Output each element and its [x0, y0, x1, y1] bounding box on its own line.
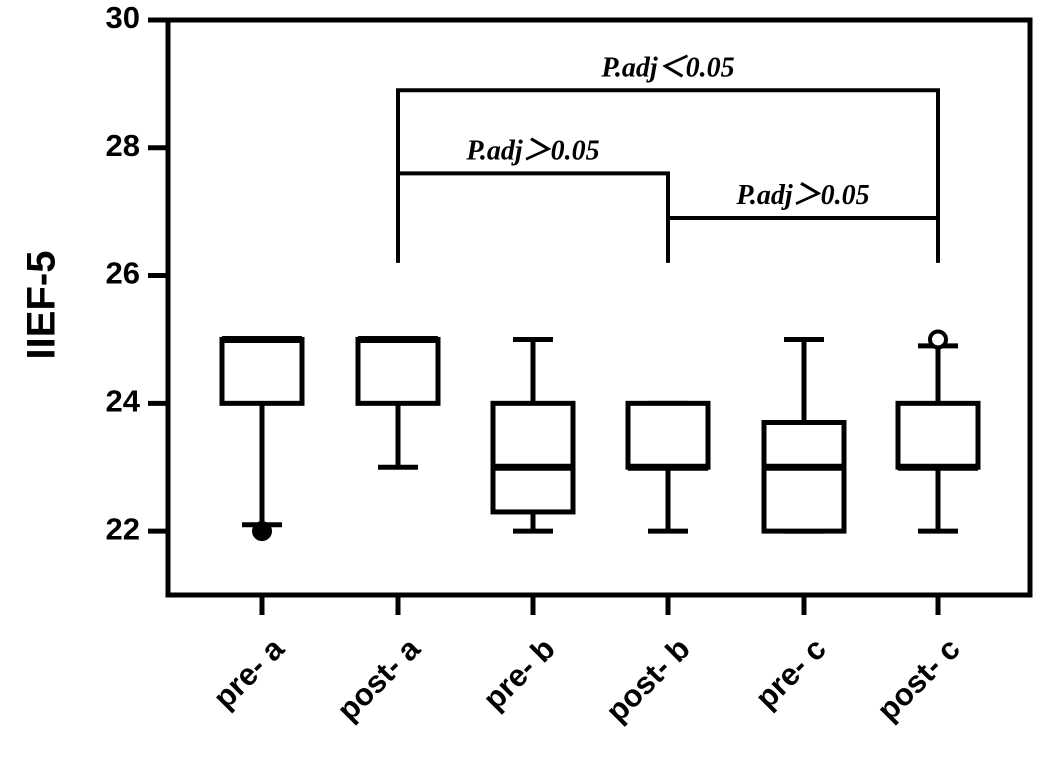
box [219, 336, 305, 406]
significance-label: P.adj＜0.05 [600, 52, 734, 83]
y-tick-label: 26 [106, 256, 140, 291]
x-tick-label: post- b [599, 631, 697, 729]
y-tick-label: 22 [106, 511, 140, 546]
y-tick-label: 24 [106, 384, 141, 419]
x-tick-label: pre- a [206, 630, 291, 715]
y-tick-label: 30 [106, 0, 140, 35]
outlier [928, 329, 948, 350]
significance-bracket [396, 171, 670, 263]
box [761, 420, 847, 534]
x-tick-label: pre- c [748, 631, 832, 715]
significance-bracket [666, 216, 940, 263]
x-tick-label: post- c [870, 631, 967, 728]
significance-label: P.adj＞0.05 [735, 180, 869, 211]
significance-label: P.adj＞0.05 [465, 135, 599, 166]
box [490, 400, 576, 515]
outlier [252, 521, 272, 542]
x-tick-label: post- a [330, 630, 427, 727]
box [625, 400, 711, 470]
y-tick-label: 28 [106, 128, 140, 163]
y-axis-label: IIEF-5 [20, 251, 64, 360]
box [895, 400, 981, 470]
plot-frame [165, 17, 1033, 598]
box [355, 336, 441, 406]
x-tick-label: pre- b [476, 631, 562, 717]
